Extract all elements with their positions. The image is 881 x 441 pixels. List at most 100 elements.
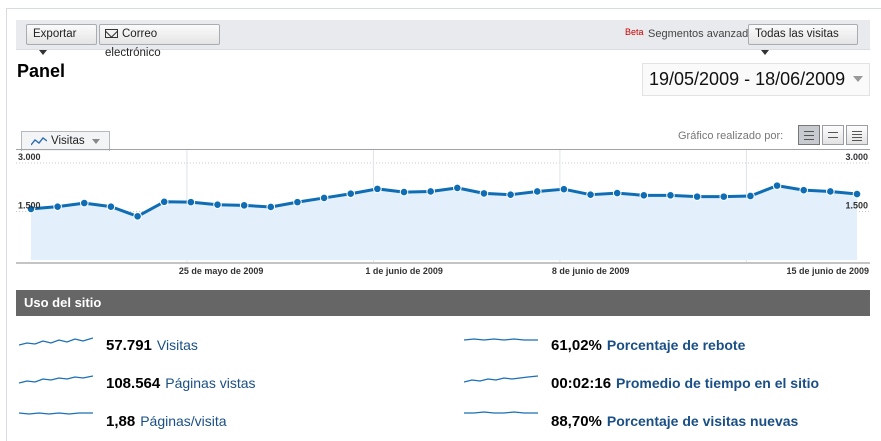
dashboard-frame <box>6 8 881 441</box>
date-range-value: 19/05/2009 - 18/06/2009 <box>649 69 846 89</box>
advanced-segments-label: Segmentos avanzados: <box>648 28 763 40</box>
pages-per-visit-sparkline <box>19 412 93 415</box>
data-point <box>666 191 675 200</box>
email-button[interactable]: Correo electrónico <box>99 24 220 59</box>
date-range-picker[interactable]: 19/05/2009 - 18/06/2009 <box>642 63 870 96</box>
page-title: Panel <box>17 61 66 81</box>
graph-by-label: Gráfico realizado por: <box>678 130 784 142</box>
toggle-line <box>852 137 862 138</box>
data-point <box>213 200 222 210</box>
data-point <box>799 185 809 195</box>
stat-value: 1,88 <box>106 413 136 430</box>
data-point <box>746 191 755 201</box>
data-point <box>319 193 329 203</box>
toggle-line <box>804 135 814 136</box>
data-point <box>53 202 62 211</box>
data-point <box>293 197 302 207</box>
visits-area <box>31 185 857 260</box>
data-point <box>79 198 89 208</box>
site-usage-header: Uso del sitio <box>16 290 870 316</box>
data-point <box>426 187 435 196</box>
chevron-down-icon <box>761 50 769 55</box>
chevron-down-icon <box>39 50 47 55</box>
data-point <box>532 187 542 196</box>
toggle-line <box>852 134 862 135</box>
data-point <box>399 187 409 197</box>
data-point <box>373 184 382 194</box>
data-point <box>26 204 36 214</box>
graph-by-month-toggle[interactable] <box>846 125 868 145</box>
stat-pages-per-visit: 1,88 Páginas/visita <box>106 409 227 433</box>
export-label: Exportar <box>33 28 77 40</box>
envelope-icon <box>105 29 118 38</box>
toggle-line <box>852 131 862 132</box>
y-tick-label-left: 3.000 <box>18 152 41 162</box>
segments-value: Todas las visitas <box>755 28 839 40</box>
toggle-line <box>828 137 838 138</box>
data-point <box>852 189 862 199</box>
visits-line <box>30 184 858 218</box>
data-point <box>559 184 569 194</box>
x-tick-label: 8 de junio de 2009 <box>552 266 630 276</box>
toggle-line <box>828 132 838 133</box>
data-point <box>453 183 462 193</box>
data-point <box>159 197 169 207</box>
stat-avg-time: 00:02:16 Promedio de tiempo en el sitio <box>551 371 819 395</box>
stat-link[interactable]: Visitas <box>156 337 198 353</box>
data-point <box>719 192 729 201</box>
toolbar: Exportar Correo electrónico Beta Segment… <box>16 20 870 59</box>
stat-value: 57.791 <box>106 337 152 354</box>
stat-value: 00:02:16 <box>551 375 612 392</box>
data-point <box>186 197 196 207</box>
stat-link[interactable]: Promedio de tiempo en el sitio <box>616 375 820 391</box>
data-point <box>346 189 356 199</box>
avg-time-sparkline <box>464 375 538 383</box>
data-point <box>106 202 116 211</box>
y-tick-label-right: 1.500 <box>845 201 868 211</box>
data-point <box>479 189 489 198</box>
chevron-down-icon <box>853 76 863 82</box>
stat-value: 108.564 <box>106 375 161 392</box>
graph-by-day-toggle[interactable] <box>798 125 820 145</box>
stat-new-visits: 88,70% Porcentaje de visitas nuevas <box>551 409 798 433</box>
data-point <box>586 190 595 199</box>
stat-link[interactable]: Páginas vistas <box>165 375 256 391</box>
data-point <box>826 187 835 196</box>
visits-chart-svg: 1.500 1.500 3.000 3.000 25 de mayo de 2009 1 … <box>16 150 870 276</box>
data-point <box>266 202 276 212</box>
toggle-line <box>852 140 862 141</box>
y-tick-label-right: 3.000 <box>845 152 868 162</box>
data-point <box>239 201 249 210</box>
data-point <box>133 212 142 221</box>
y-tick-label-left: 1.500 <box>18 201 41 211</box>
data-point <box>612 188 622 198</box>
data-point <box>772 181 782 190</box>
metric-selector[interactable]: Visitas <box>21 131 110 151</box>
line-chart-icon <box>31 137 47 146</box>
graph-by-week-toggle[interactable] <box>822 125 844 145</box>
segments-dropdown[interactable]: Todas las visitas <box>748 24 858 55</box>
visits-sparkline <box>19 337 93 346</box>
visits-chart: 1.500 1.500 3.000 3.000 25 de mayo de 2009 1 … <box>16 149 870 277</box>
beta-badge: Beta <box>625 27 644 37</box>
stat-visits: 57.791 Visitas <box>106 333 198 357</box>
stat-pageviews: 108.564 Páginas vistas <box>106 371 256 395</box>
stat-link[interactable]: Porcentaje de rebote <box>606 337 746 353</box>
toggle-line <box>804 139 814 140</box>
data-point <box>692 192 702 201</box>
data-point <box>639 191 649 200</box>
email-label: Correo electrónico <box>105 28 161 59</box>
stat-link[interactable]: Páginas/visita <box>140 413 227 429</box>
stat-value: 61,02% <box>551 337 602 354</box>
x-tick-label: 1 de junio de 2009 <box>365 266 443 276</box>
pageviews-sparkline <box>19 375 93 384</box>
stat-link[interactable]: Porcentaje de visitas nuevas <box>606 413 799 429</box>
export-button[interactable]: Exportar <box>26 24 97 55</box>
toggle-line <box>804 131 814 132</box>
stat-value: 88,70% <box>551 413 602 430</box>
new-visits-sparkline <box>464 411 538 414</box>
stat-bounce-rate: 61,02% Porcentaje de rebote <box>551 333 745 357</box>
chevron-down-icon <box>92 139 100 144</box>
bounce-rate-sparkline <box>464 338 538 341</box>
x-tick-label: 25 de mayo de 2009 <box>179 266 264 276</box>
